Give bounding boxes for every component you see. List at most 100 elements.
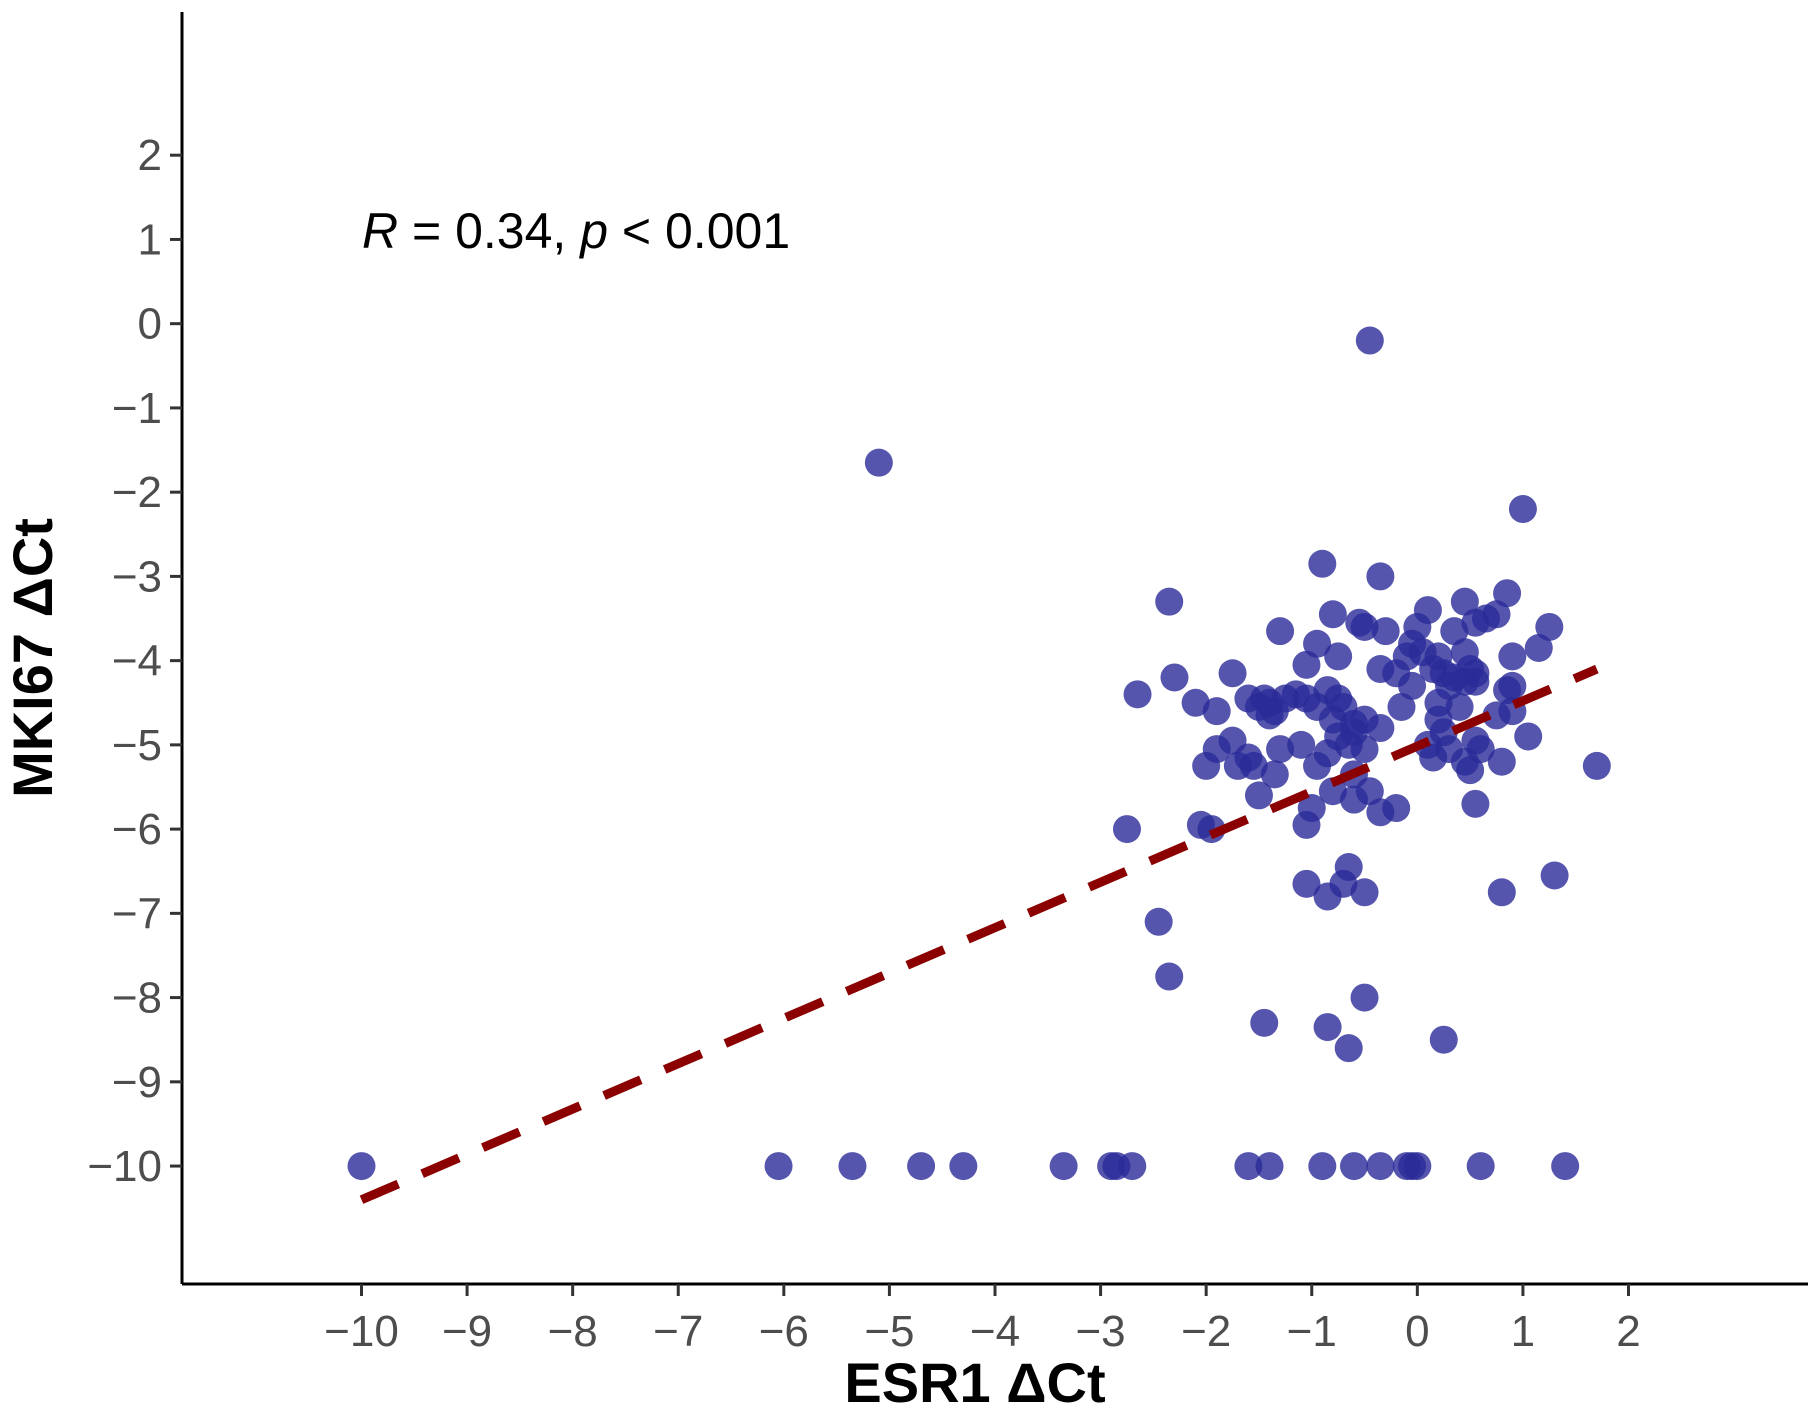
data-point: [1313, 1013, 1342, 1042]
data-point: [1366, 562, 1395, 591]
data-point: [1313, 882, 1342, 911]
data-point: [1234, 1152, 1263, 1181]
y-axis-ticks: 2 1 0 −1 −2 −3 −4 −5 −6 −7 −8 −9 −10: [87, 131, 182, 1191]
data-point: [1334, 1034, 1363, 1063]
data-point: [1255, 1152, 1284, 1181]
data-point: [1350, 983, 1379, 1012]
data-point: [1366, 1152, 1395, 1181]
data-point: [1160, 663, 1189, 692]
data-point: [1535, 612, 1564, 641]
data-point: [347, 1152, 376, 1181]
data-point: [1498, 642, 1527, 671]
data-point: [864, 448, 893, 477]
data-point: [1250, 1008, 1279, 1037]
x-tick-label: −8: [548, 1307, 598, 1356]
data-point: [1445, 692, 1474, 721]
annotation-p-value: < 0.001: [608, 203, 790, 259]
x-tick-label: 0: [1405, 1307, 1429, 1356]
data-point: [1355, 326, 1384, 355]
data-point: [1350, 735, 1379, 764]
data-point: [1551, 1152, 1580, 1181]
data-point: [1303, 751, 1332, 780]
data-point: [1366, 714, 1395, 743]
data-point: [1524, 634, 1553, 662]
x-tick-label: −9: [442, 1307, 492, 1356]
data-point: [1419, 743, 1448, 772]
annotation-r-symbol: R: [362, 203, 398, 259]
x-tick-label: −7: [653, 1307, 703, 1356]
data-point: [1308, 1152, 1337, 1181]
x-tick-label: −4: [970, 1307, 1020, 1356]
data-point: [1508, 495, 1537, 524]
data-point: [1202, 697, 1231, 726]
x-tick-label: −10: [324, 1307, 399, 1356]
data-point: [1292, 810, 1321, 839]
data-point: [1487, 878, 1516, 907]
y-tick-label: 0: [138, 300, 162, 349]
data-point: [1582, 751, 1611, 780]
data-point: [1398, 671, 1427, 700]
data-point: [1318, 600, 1347, 629]
annotation-r-value: = 0.34,: [398, 203, 580, 259]
data-point: [1440, 617, 1469, 646]
x-tick-label: −1: [1287, 1307, 1337, 1356]
data-point: [1266, 617, 1295, 646]
x-tick-label: 1: [1511, 1307, 1535, 1356]
data-point: [1498, 671, 1527, 700]
x-tick-label: −3: [1075, 1307, 1125, 1356]
x-axis-ticks: −10 −9 −8 −7 −6 −5 −4 −3 −2 −1 0 1 2: [324, 1284, 1641, 1356]
x-tick-label: −6: [759, 1307, 809, 1356]
data-point: [1324, 642, 1353, 671]
y-axis-title: MKI67 ΔCt: [1, 518, 64, 798]
y-tick-label: 1: [138, 215, 162, 264]
y-tick-label: −8: [112, 974, 162, 1023]
data-point: [1450, 587, 1479, 616]
data-point: [1403, 1152, 1432, 1181]
data-point: [1144, 907, 1173, 936]
data-point: [1429, 1025, 1458, 1054]
data-point: [1118, 1152, 1147, 1181]
data-point: [1540, 861, 1569, 890]
data-point: [1192, 751, 1221, 780]
correlation-annotation: R = 0.34, p < 0.001: [362, 203, 790, 259]
y-tick-label: −4: [112, 637, 162, 686]
y-tick-label: 2: [138, 131, 162, 180]
data-point: [764, 1152, 793, 1181]
data-point: [1155, 962, 1184, 991]
data-point: [1255, 688, 1284, 717]
data-point: [907, 1152, 936, 1181]
y-tick-label: −5: [112, 721, 162, 770]
data-point: [1382, 794, 1411, 823]
data-point: [1260, 760, 1289, 789]
data-point: [1387, 692, 1416, 721]
y-tick-label: −1: [112, 384, 162, 433]
data-point: [1487, 747, 1516, 776]
y-tick-label: −9: [112, 1058, 162, 1107]
data-point: [1514, 722, 1543, 751]
data-point: [1355, 777, 1384, 806]
data-point: [1223, 751, 1252, 780]
data-point: [1244, 781, 1273, 810]
data-point: [1123, 680, 1152, 709]
data-point: [1292, 869, 1321, 898]
data-point: [1308, 549, 1337, 578]
data-point: [1049, 1152, 1078, 1181]
y-tick-label: −7: [112, 889, 162, 938]
data-point: [1112, 815, 1141, 844]
data-point: [1350, 612, 1379, 641]
data-point: [1466, 1152, 1495, 1181]
annotation-p-symbol: p: [578, 203, 608, 259]
data-point: [1493, 579, 1522, 608]
y-tick-label: −10: [87, 1142, 162, 1191]
y-tick-label: −2: [112, 468, 162, 517]
data-point: [1218, 659, 1247, 688]
data-points: [347, 326, 1611, 1181]
x-tick-label: −5: [864, 1307, 914, 1356]
x-tick-label: −2: [1181, 1307, 1231, 1356]
data-point: [1350, 878, 1379, 907]
data-point: [838, 1152, 867, 1181]
data-point: [1155, 587, 1184, 616]
data-point: [1303, 629, 1332, 658]
